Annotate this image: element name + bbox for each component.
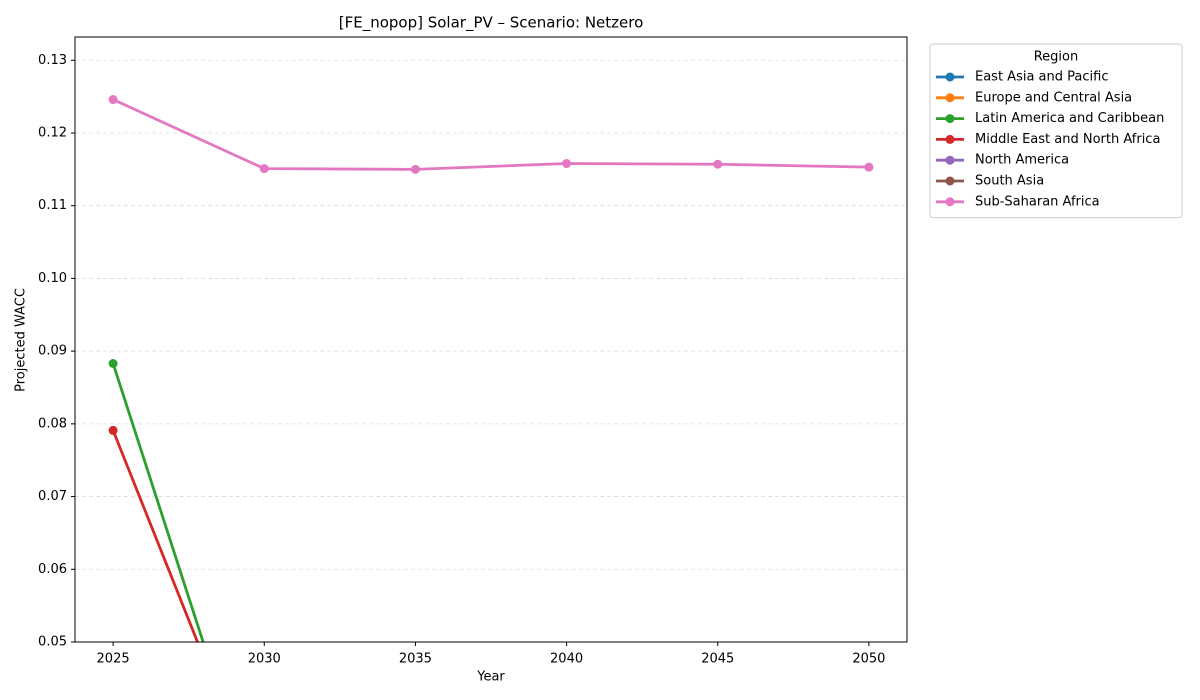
chart-title: [FE_nopop] Solar_PV – Scenario: Netzero <box>339 14 644 33</box>
x-tick-label: 2045 <box>701 652 734 667</box>
y-tick-label: 0.06 <box>38 562 67 577</box>
data-point <box>713 159 723 169</box>
legend-label: Europe and Central Asia <box>975 90 1132 105</box>
legend-label: North America <box>975 153 1069 168</box>
x-tick-label: 2025 <box>97 652 130 667</box>
legend-marker <box>945 93 955 103</box>
y-tick-label: 0.13 <box>38 53 67 68</box>
legend-label: Latin America and Caribbean <box>975 111 1164 126</box>
plot-area <box>108 95 874 642</box>
y-tick-label: 0.08 <box>38 416 67 431</box>
y-tick-label: 0.09 <box>38 344 67 359</box>
data-point <box>864 162 874 172</box>
x-tick-label: 2030 <box>248 652 281 667</box>
y-axis-label: Projected WACC <box>14 288 29 392</box>
legend-marker <box>945 72 955 82</box>
legend-marker <box>945 197 955 207</box>
legend-marker <box>945 176 955 186</box>
y-tick-label: 0.05 <box>38 635 67 650</box>
plot-frame <box>74 36 908 643</box>
data-point <box>562 159 572 169</box>
y-tick-label: 0.07 <box>38 489 67 504</box>
legend-box <box>929 43 1183 219</box>
series-line <box>111 429 200 642</box>
x-tick-label: 2050 <box>852 652 885 667</box>
legend-marker <box>945 134 955 144</box>
data-point <box>108 425 118 435</box>
series-line <box>111 363 205 642</box>
x-axis-label: Year <box>476 670 505 685</box>
legend-label: Sub-Saharan Africa <box>975 194 1100 209</box>
y-tick-label: 0.12 <box>38 125 67 140</box>
x-tick-label: 2040 <box>550 652 583 667</box>
series-line <box>112 98 869 171</box>
y-tick-label: 0.11 <box>38 198 67 213</box>
y-tick-label: 0.10 <box>38 271 67 286</box>
data-point <box>259 164 269 174</box>
legend-marker <box>945 155 955 165</box>
legend-label: East Asia and Pacific <box>975 70 1108 85</box>
legend-title: Region <box>1034 50 1079 65</box>
data-point <box>108 358 118 368</box>
data-point <box>108 95 118 105</box>
legend-label: South Asia <box>975 174 1044 189</box>
data-point <box>410 164 420 174</box>
x-tick-label: 2035 <box>399 652 432 667</box>
legend-label: Middle East and North Africa <box>975 132 1160 147</box>
legend-marker <box>945 114 955 124</box>
